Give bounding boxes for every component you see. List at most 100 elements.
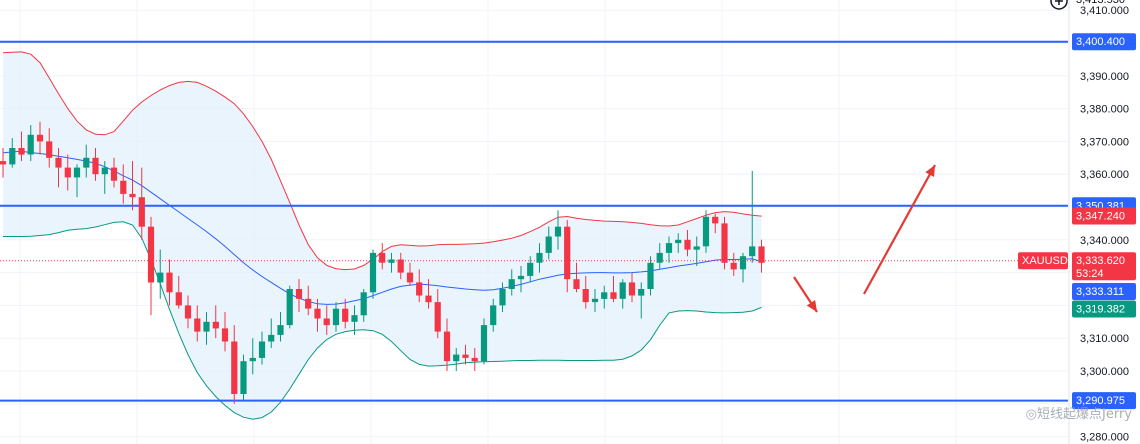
candle-body bbox=[175, 292, 182, 306]
candle-body bbox=[397, 259, 404, 273]
candle bbox=[184, 295, 192, 329]
symbol-tag-label: XAUUSD bbox=[1022, 255, 1068, 267]
indicator-price-tag: 3,347.240 bbox=[1072, 207, 1136, 225]
price-tag-background bbox=[1072, 392, 1136, 410]
candle bbox=[517, 266, 525, 293]
candle bbox=[434, 289, 441, 339]
candle bbox=[591, 289, 599, 312]
price-tag-label: 3,400.400 bbox=[1076, 36, 1125, 48]
candle-body bbox=[379, 252, 386, 263]
candle bbox=[92, 147, 99, 181]
candle-body bbox=[508, 279, 515, 289]
candle bbox=[379, 243, 386, 270]
candle-body bbox=[73, 167, 81, 178]
candle bbox=[499, 282, 506, 312]
bollinger-lower-band bbox=[3, 221, 762, 420]
candle-body bbox=[157, 272, 164, 283]
price-tick-label: 3,390.000 bbox=[1080, 71, 1129, 83]
candle-body bbox=[55, 157, 62, 168]
candle-body bbox=[721, 223, 728, 263]
candle bbox=[388, 252, 395, 273]
price-tick-label: 3,370.000 bbox=[1080, 136, 1129, 148]
candle bbox=[166, 259, 173, 306]
arrow-head bbox=[806, 300, 817, 312]
candle bbox=[314, 298, 321, 332]
candle-body bbox=[360, 292, 367, 316]
candle bbox=[582, 275, 589, 309]
candle-body bbox=[758, 246, 765, 263]
candle-body bbox=[138, 197, 145, 227]
candle-body bbox=[166, 272, 173, 293]
candle bbox=[453, 348, 460, 371]
candle-body bbox=[619, 282, 626, 299]
candle bbox=[147, 216, 155, 316]
top-controls bbox=[1050, 0, 1068, 10]
arrow-head bbox=[925, 165, 935, 178]
candle bbox=[647, 256, 654, 296]
candle-body bbox=[258, 341, 266, 358]
price-tick-label: 3,380.000 bbox=[1080, 104, 1129, 116]
candle-body bbox=[27, 134, 34, 155]
candle bbox=[536, 243, 543, 273]
candle-body bbox=[194, 318, 201, 332]
add-icon bbox=[1050, 0, 1068, 10]
candle bbox=[721, 216, 728, 270]
candle bbox=[221, 311, 229, 352]
candle bbox=[240, 354, 247, 401]
candle bbox=[619, 279, 626, 309]
candle-body bbox=[416, 282, 423, 296]
candle bbox=[212, 305, 219, 339]
candle bbox=[749, 170, 756, 263]
candle bbox=[64, 154, 71, 191]
candle-body bbox=[591, 298, 599, 303]
candle-body bbox=[425, 295, 432, 303]
candle-body bbox=[536, 252, 543, 263]
price-tag-background bbox=[1072, 283, 1136, 300]
candle bbox=[258, 331, 266, 365]
price-tick-label: 3,300.000 bbox=[1080, 366, 1129, 378]
candle-body bbox=[46, 141, 53, 158]
candle bbox=[712, 213, 719, 234]
horizontal-levels[interactable] bbox=[0, 40, 1068, 402]
forecast-arrow-down bbox=[793, 276, 818, 313]
candle bbox=[129, 161, 136, 211]
candle-body bbox=[342, 308, 349, 322]
candle-body bbox=[203, 321, 210, 332]
candle-body bbox=[305, 298, 312, 309]
candle-body bbox=[120, 180, 127, 194]
candle bbox=[27, 125, 34, 162]
price-tag-label: 3,333.311 bbox=[1076, 286, 1124, 298]
price-tick-label: 3,360.000 bbox=[1080, 169, 1129, 181]
candle bbox=[0, 147, 7, 178]
candle bbox=[46, 128, 53, 168]
candle bbox=[295, 279, 303, 312]
candle bbox=[120, 164, 127, 204]
candle bbox=[508, 269, 515, 296]
candle-body bbox=[184, 305, 192, 319]
symbol-tag-background bbox=[1018, 252, 1068, 270]
candle bbox=[443, 318, 451, 371]
candle-body bbox=[147, 226, 155, 283]
candle bbox=[416, 269, 423, 303]
candle-body bbox=[564, 226, 571, 280]
arrow-shaft bbox=[863, 164, 936, 295]
candle-body bbox=[471, 357, 478, 362]
candle bbox=[157, 249, 164, 299]
candle-body bbox=[702, 216, 710, 247]
candle-body bbox=[601, 292, 608, 299]
candle bbox=[277, 311, 284, 342]
candle bbox=[471, 348, 478, 371]
moving-average-line bbox=[2, 150, 762, 305]
price-tag-background bbox=[1072, 33, 1136, 51]
candle-body bbox=[712, 216, 719, 224]
candle-body bbox=[453, 354, 460, 362]
candle-body bbox=[554, 226, 562, 237]
price-tick-label: 3,310.000 bbox=[1080, 333, 1129, 345]
candle bbox=[175, 275, 182, 309]
candle bbox=[628, 272, 636, 303]
candle bbox=[758, 239, 765, 273]
candle bbox=[601, 285, 608, 309]
candle bbox=[36, 121, 44, 155]
